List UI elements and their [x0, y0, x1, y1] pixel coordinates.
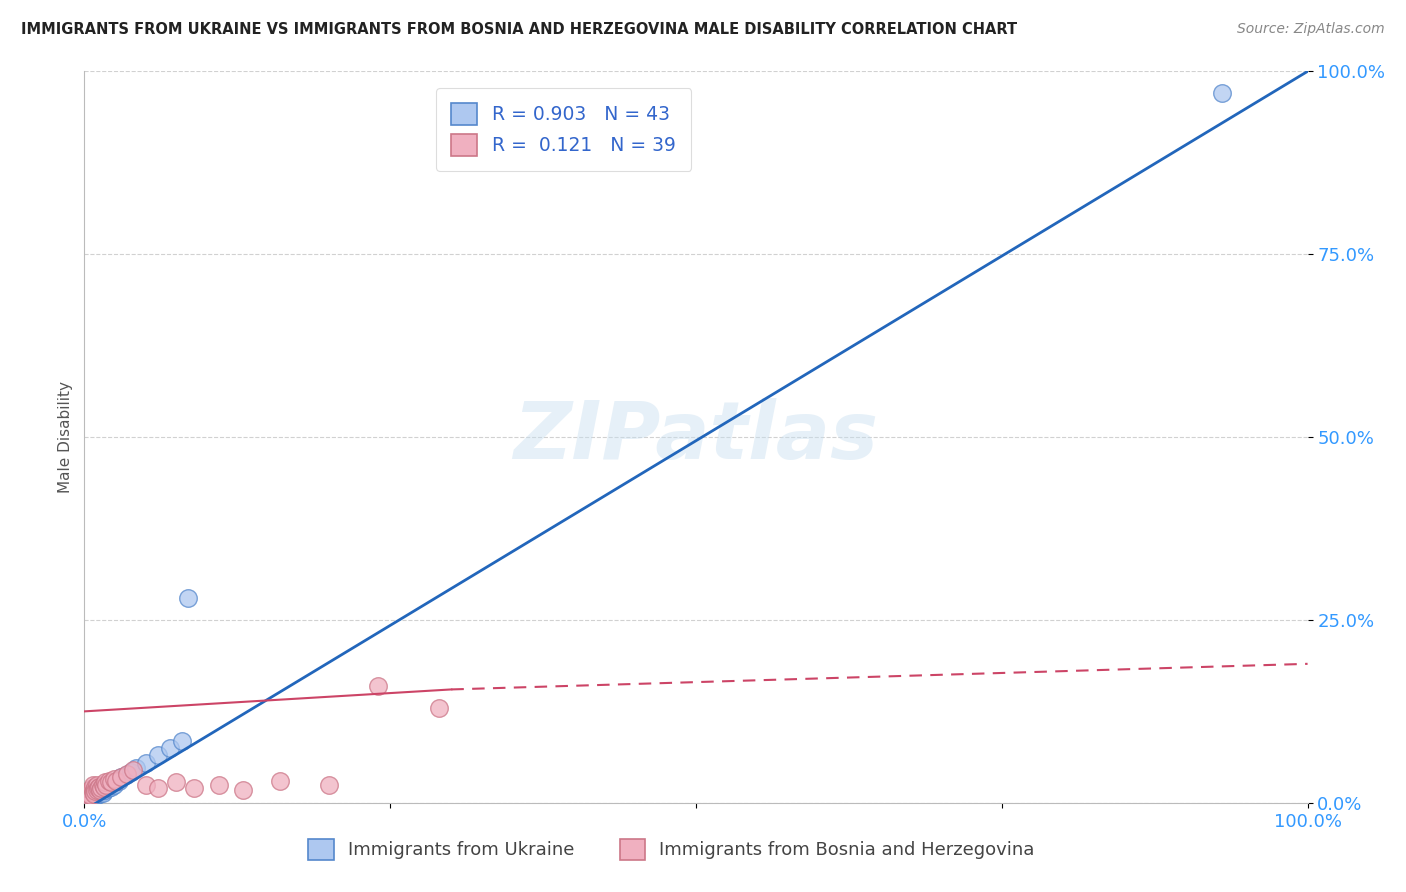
Point — [93, 781, 115, 796]
Point — [80, 781, 103, 796]
Point — [91, 784, 114, 798]
Point — [83, 787, 105, 801]
Text: IMMIGRANTS FROM UKRAINE VS IMMIGRANTS FROM BOSNIA AND HERZEGOVINA MALE DISABILIT: IMMIGRANTS FROM UKRAINE VS IMMIGRANTS FR… — [21, 22, 1017, 37]
Point — [94, 775, 117, 789]
Point — [100, 775, 122, 789]
Y-axis label: Male Disability: Male Disability — [58, 381, 73, 493]
Point — [159, 740, 181, 755]
Point — [84, 787, 107, 801]
Point — [91, 786, 114, 800]
Point — [135, 778, 157, 792]
Point — [1211, 87, 1233, 101]
Legend: Immigrants from Ukraine, Immigrants from Bosnia and Herzegovina: Immigrants from Ukraine, Immigrants from… — [301, 831, 1042, 867]
Point — [83, 786, 105, 800]
Point — [177, 591, 200, 605]
Point — [125, 761, 148, 775]
Point — [183, 781, 205, 796]
Point — [82, 778, 104, 792]
Point — [97, 773, 120, 788]
Point — [84, 780, 107, 794]
Point — [103, 772, 125, 787]
Point — [89, 782, 111, 797]
Point — [97, 781, 120, 796]
Point — [80, 789, 103, 804]
Point — [367, 679, 389, 693]
Point — [87, 787, 110, 801]
Point — [90, 781, 112, 796]
Point — [83, 782, 105, 797]
Point — [79, 789, 101, 803]
Point — [83, 789, 105, 803]
Point — [165, 775, 187, 789]
Point — [77, 787, 100, 801]
Point — [84, 784, 107, 798]
Point — [89, 786, 111, 800]
Point — [89, 782, 111, 797]
Point — [208, 778, 231, 792]
Point — [84, 784, 107, 798]
Point — [86, 778, 108, 792]
Point — [77, 785, 100, 799]
Point — [110, 770, 132, 784]
Point — [79, 789, 101, 803]
Point — [76, 789, 98, 803]
Point — [97, 778, 120, 792]
Point — [115, 768, 138, 782]
Point — [93, 780, 115, 794]
Point — [76, 789, 98, 803]
Point — [80, 785, 103, 799]
Point — [135, 756, 157, 770]
Point — [94, 782, 117, 797]
Point — [269, 773, 291, 788]
Point — [146, 748, 169, 763]
Point — [120, 765, 142, 780]
Point — [77, 787, 100, 801]
Point — [105, 773, 128, 788]
Point — [87, 782, 110, 797]
Point — [86, 785, 108, 799]
Point — [172, 733, 194, 747]
Point — [100, 780, 122, 794]
Point — [110, 770, 132, 784]
Point — [82, 785, 104, 799]
Point — [91, 778, 114, 792]
Point — [90, 785, 112, 799]
Point — [232, 782, 254, 797]
Point — [96, 778, 118, 792]
Text: ZIPatlas: ZIPatlas — [513, 398, 879, 476]
Point — [87, 781, 110, 796]
Point — [318, 778, 340, 792]
Point — [86, 789, 108, 803]
Point — [87, 786, 110, 800]
Point — [82, 787, 104, 801]
Point — [77, 789, 100, 804]
Point — [146, 781, 169, 796]
Point — [79, 782, 101, 797]
Point — [103, 778, 125, 792]
Text: Source: ZipAtlas.com: Source: ZipAtlas.com — [1237, 22, 1385, 37]
Point — [86, 782, 108, 797]
Point — [122, 763, 145, 777]
Point — [90, 781, 112, 796]
Point — [87, 784, 110, 798]
Point — [105, 773, 128, 788]
Point — [87, 780, 110, 794]
Point — [427, 700, 450, 714]
Point — [115, 766, 138, 780]
Point — [82, 782, 104, 797]
Point — [107, 773, 129, 788]
Point — [96, 780, 118, 794]
